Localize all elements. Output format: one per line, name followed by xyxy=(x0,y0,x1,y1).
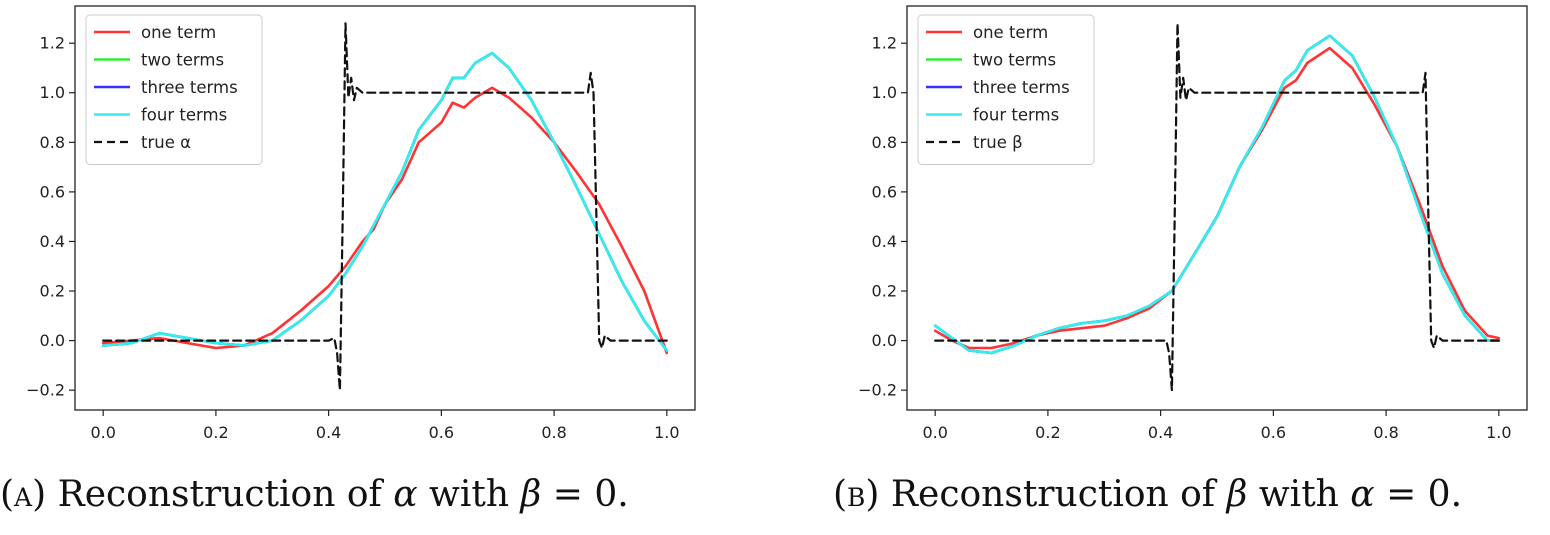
x-tick-label: 0.0 xyxy=(90,423,115,442)
legend-label: true α xyxy=(141,133,191,152)
caption-b-cond-rest: = 0. xyxy=(1386,474,1463,515)
legend-label: two terms xyxy=(973,51,1056,70)
series-line-true xyxy=(102,22,668,392)
caption-b: (b) Reconstruction of β with α = 0. xyxy=(833,474,1462,515)
chart-panel-b: −0.2 0.0 0.2 0.4 0.6 0.8 1.0 1.2 0.0 0.2 0.4 0.6 0.8… xyxy=(858,5,1528,442)
y-tick-label: 0.4 xyxy=(872,232,897,251)
y-tick-label: 0.2 xyxy=(40,282,65,301)
y-tick-label: 1.2 xyxy=(40,34,65,53)
chart-panel-a: −0.2 0.0 0.2 0.4 0.6 0.8 1.0 1.2 0.0 0.2 0.4 0.6 0.8… xyxy=(26,5,696,442)
legend-label: four terms xyxy=(141,106,227,125)
legend-label: two terms xyxy=(141,51,224,70)
x-tick-label: 0.2 xyxy=(203,423,228,442)
caption-b-mid: with xyxy=(1258,474,1339,515)
axes-frame-a xyxy=(74,5,696,411)
legend-label: one term xyxy=(141,23,216,42)
caption-b-symbol: β xyxy=(1226,474,1248,515)
caption-a-cond-rest: = 0. xyxy=(552,474,629,515)
caption-a: (a) Reconstruction of α with β = 0. xyxy=(0,474,629,515)
series-line-four-terms xyxy=(101,51,669,352)
caption-a-symbol: α xyxy=(393,474,418,515)
y-tick-label: 0.6 xyxy=(872,182,897,201)
y-tick-label: 1.0 xyxy=(872,83,897,102)
caption-a-label: (a) xyxy=(0,474,47,515)
caption-a-mid: with xyxy=(429,474,510,515)
legend-box xyxy=(917,14,1095,165)
caption-b-label: (b) xyxy=(833,474,880,515)
y-tick-label: 0.8 xyxy=(872,133,897,152)
legend-label: true β xyxy=(973,133,1023,152)
legend-a: one term two terms three terms four terms tr… xyxy=(85,14,263,165)
series-line-one-term xyxy=(101,86,669,355)
y-tick-label: 0.4 xyxy=(40,232,65,251)
y-tick-label: −0.2 xyxy=(858,381,897,400)
x-tick-label: 0.6 xyxy=(1261,423,1286,442)
x-tick-label: 0.0 xyxy=(922,423,947,442)
legend-label: three terms xyxy=(141,78,238,97)
caption-b-pre: Reconstruction of xyxy=(890,474,1216,515)
legend-b: one term two terms three terms four terms tr… xyxy=(917,14,1095,165)
x-tick-label: 0.8 xyxy=(541,423,566,442)
caption-a-pre: Reconstruction of xyxy=(57,474,382,515)
y-tick-label: 1.0 xyxy=(40,83,65,102)
legend-label: three terms xyxy=(973,78,1070,97)
x-tick-label: 0.4 xyxy=(1148,423,1173,442)
y-tick-label: −0.2 xyxy=(26,381,65,400)
x-tick-label: 0.8 xyxy=(1373,423,1398,442)
y-tick-label: 0.6 xyxy=(40,182,65,201)
series-line-true xyxy=(934,22,1500,392)
legend-label: one term xyxy=(973,23,1048,42)
y-tick-label: 0.0 xyxy=(40,331,65,350)
y-tick-label: 0.2 xyxy=(872,282,897,301)
legend-box xyxy=(85,14,263,165)
legend-label: four terms xyxy=(973,106,1059,125)
x-tick-label: 0.4 xyxy=(316,423,341,442)
caption-b-cond-symbol: α xyxy=(1350,474,1375,515)
y-tick-label: 0.8 xyxy=(40,133,65,152)
x-tick-label: 0.2 xyxy=(1035,423,1060,442)
x-tick-label: 1.0 xyxy=(654,423,679,442)
caption-a-cond-symbol: β xyxy=(520,474,542,515)
x-tick-label: 0.6 xyxy=(429,423,454,442)
x-tick-label: 1.0 xyxy=(1486,423,1511,442)
y-tick-label: 0.0 xyxy=(872,331,897,350)
axes-frame-b xyxy=(906,5,1528,411)
y-tick-label: 1.2 xyxy=(872,34,897,53)
